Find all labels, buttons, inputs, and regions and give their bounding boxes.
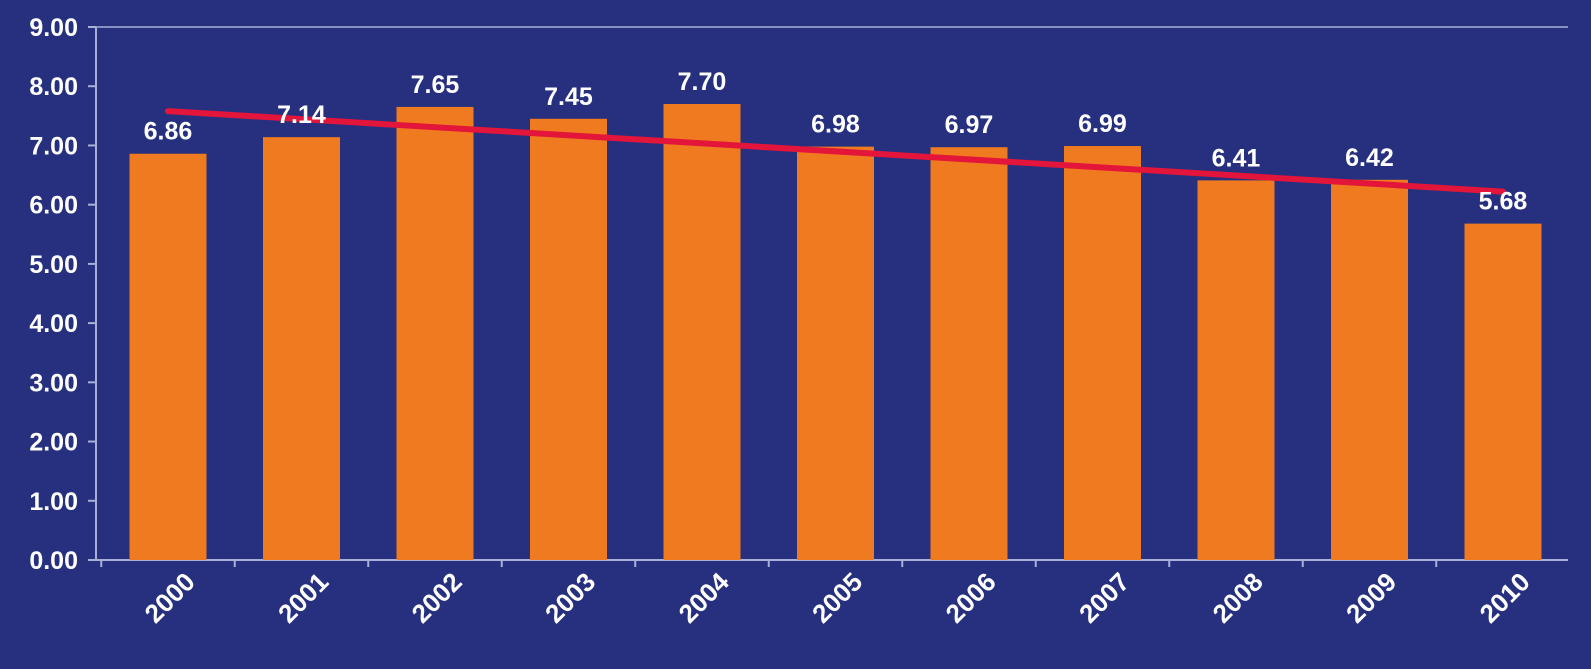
data-label: 6.42 xyxy=(1345,144,1394,172)
bar xyxy=(1464,223,1542,560)
x-tick-label: 2004 xyxy=(673,566,735,628)
bar xyxy=(797,146,874,560)
x-tick-label: 2006 xyxy=(940,567,1002,629)
y-tick-label: 8.00 xyxy=(29,73,78,101)
x-tick-label: 2000 xyxy=(139,567,201,629)
data-label: 6.41 xyxy=(1212,144,1261,172)
bar xyxy=(263,137,340,561)
x-tick-label: 2005 xyxy=(806,567,868,629)
y-tick-label: 2.00 xyxy=(29,429,78,457)
y-tick-label: 5.00 xyxy=(29,251,78,279)
data-label: 5.68 xyxy=(1479,188,1528,216)
data-labels: 6.86 7.14 7.65 7.45 7.70 6.98 6.97 6.99 6.41 6.42… xyxy=(144,68,1528,216)
data-label: 6.97 xyxy=(945,111,994,139)
bar xyxy=(1197,180,1275,560)
y-tick-label: 9.00 xyxy=(29,14,78,42)
x-tick-label: 2001 xyxy=(272,567,334,629)
y-tick-label: 1.00 xyxy=(29,488,78,516)
y-tick-label: 3.00 xyxy=(29,369,78,397)
data-label: 7.70 xyxy=(678,68,727,96)
y-tick-label: 0.00 xyxy=(29,547,78,575)
data-label: 6.99 xyxy=(1078,110,1127,138)
bar xyxy=(530,118,607,561)
data-label: 6.98 xyxy=(811,111,860,139)
x-tick-label: 2002 xyxy=(406,567,468,629)
data-label: 6.86 xyxy=(144,118,193,146)
bar xyxy=(1331,179,1408,560)
bars xyxy=(129,103,1542,561)
x-tick-label: 2008 xyxy=(1207,567,1269,629)
y-axis-ticks: 0.00 1.00 2.00 3.00 4.00 5.00 6.00 7.00 8.00 9.00 xyxy=(29,14,96,575)
data-label: 7.45 xyxy=(544,83,593,111)
y-tick-label: 4.00 xyxy=(29,310,78,338)
bar xyxy=(1064,146,1141,560)
x-tick-label: 2010 xyxy=(1474,567,1536,629)
x-axis-ticks: 2000 2001 2002 2003 2004 2005 2006 2007 2008 2009… xyxy=(100,560,1536,629)
x-tick-label: 2009 xyxy=(1340,567,1402,629)
bar xyxy=(129,153,207,561)
y-tick-label: 6.00 xyxy=(29,192,78,220)
x-tick-label: 2003 xyxy=(539,567,601,629)
y-tick-label: 7.00 xyxy=(29,132,78,160)
trendline-layer xyxy=(165,108,1506,195)
data-label: 7.65 xyxy=(411,71,460,99)
data-label: 7.14 xyxy=(277,101,326,129)
trendline xyxy=(165,108,1506,195)
bar xyxy=(663,103,741,560)
bar xyxy=(396,106,474,560)
bar xyxy=(930,147,1008,560)
x-tick-label: 2007 xyxy=(1073,567,1135,629)
